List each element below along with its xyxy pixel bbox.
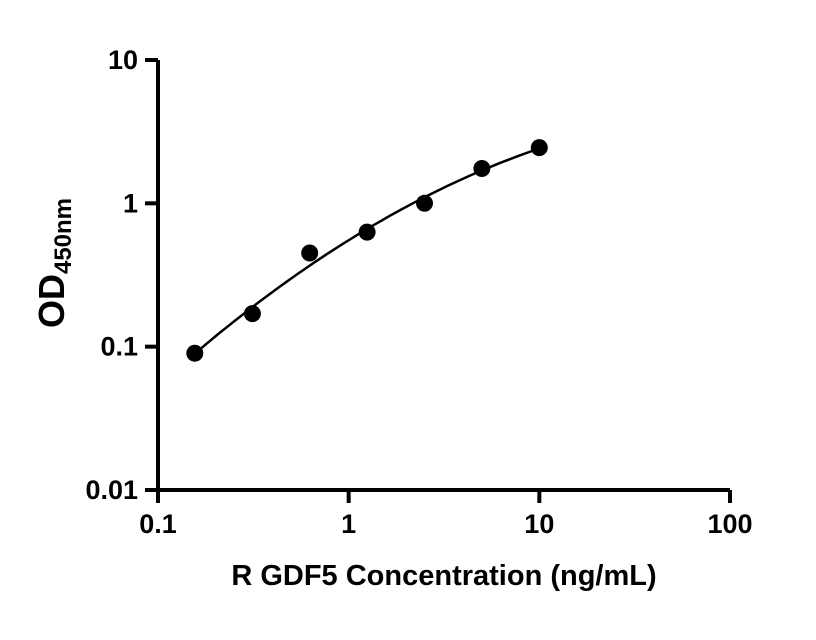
axes-frame	[156, 60, 730, 492]
y-axis-title-subscript: 450nm	[50, 197, 77, 275]
data-point	[186, 344, 204, 362]
y-axis-title-text: OD	[31, 274, 72, 329]
y-tick-label: 0.01	[85, 475, 138, 505]
fit-curve-line	[194, 147, 540, 355]
x-tick-label: 100	[707, 509, 752, 539]
data-point	[358, 223, 376, 241]
x-tick-label: 1	[341, 509, 356, 539]
data-point	[243, 305, 261, 323]
x-axis-title: R GDF5 Concentration (ng/mL)	[231, 560, 657, 592]
y-tick-label: 10	[108, 45, 138, 75]
x-tick-label: 0.1	[139, 509, 177, 539]
data-point	[473, 160, 491, 177]
y-tick-label: 0.1	[100, 332, 138, 362]
data-point	[530, 139, 548, 157]
x-tick-label: 10	[524, 509, 554, 539]
data-point	[301, 244, 319, 262]
y-tick-label: 1	[123, 188, 138, 218]
data-point	[416, 194, 433, 212]
y-axis-title: OD450nm	[31, 198, 77, 329]
